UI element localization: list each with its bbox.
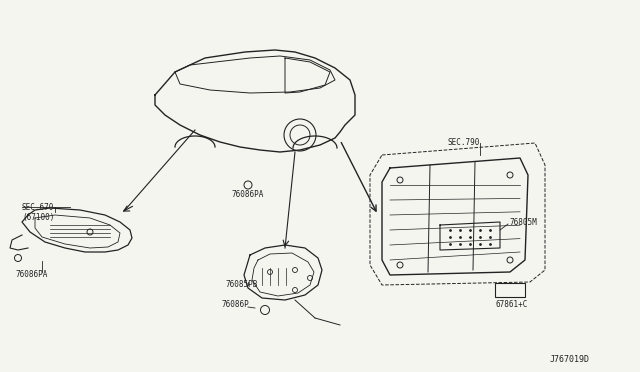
Text: 76086PA: 76086PA	[232, 190, 264, 199]
Text: SEC.670
(67100): SEC.670 (67100)	[22, 203, 54, 222]
Text: 76086PA: 76086PA	[15, 270, 47, 279]
Text: 76805M: 76805M	[510, 218, 538, 227]
Text: 76086P: 76086P	[222, 300, 250, 309]
Text: 67861+C: 67861+C	[495, 300, 527, 309]
Text: J767019D: J767019D	[550, 355, 590, 364]
Text: 76085PB: 76085PB	[225, 280, 257, 289]
Bar	[495, 283, 525, 297]
Text: SEC.790: SEC.790	[448, 138, 481, 147]
